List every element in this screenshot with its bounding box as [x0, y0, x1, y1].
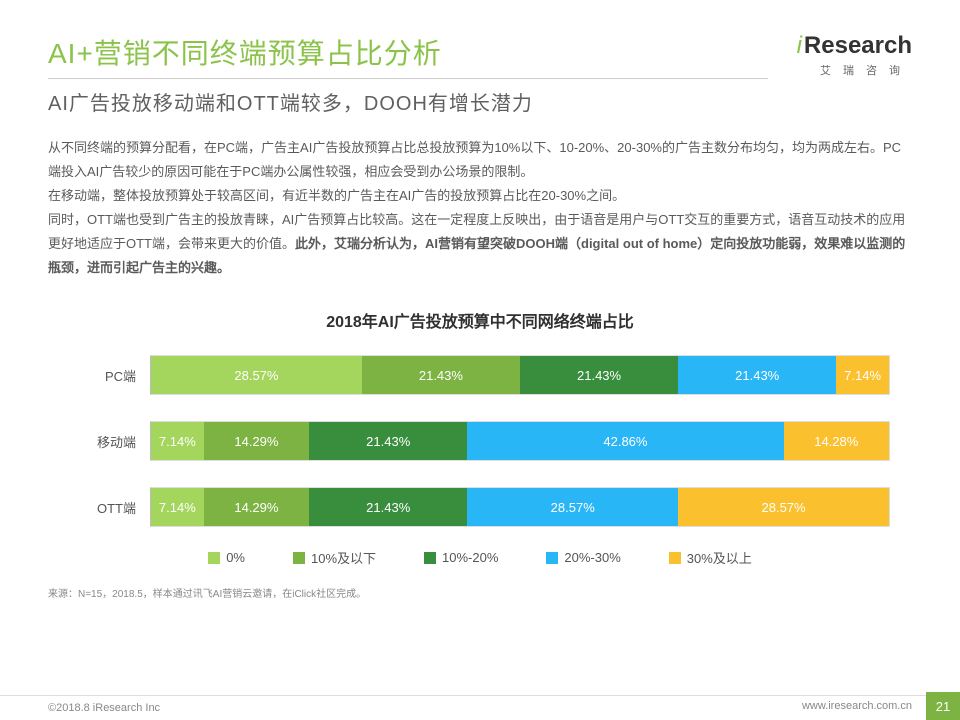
row-label: OTT端 [70, 498, 150, 517]
chart-row: OTT端7.14%14.29%21.43%28.57%28.57% [70, 482, 890, 532]
header: AI+营销不同终端预算占比分析 AI广告投放移动端和OTT端较多，DOOH有增长… [48, 32, 912, 116]
bar-segment: 28.57% [678, 488, 889, 526]
legend-swatch-icon [208, 552, 220, 564]
row-label: 移动端 [70, 432, 150, 451]
bar-segment: 21.43% [309, 488, 467, 526]
bar-segment: 7.14% [836, 356, 889, 394]
page-number-tab: 21 [926, 692, 960, 720]
legend-item: 10%及以下 [293, 548, 376, 567]
legend-label: 10%-20% [442, 550, 498, 565]
stacked-bar-chart: PC端28.57%21.43%21.43%21.43%7.14%移动端7.14%… [70, 350, 890, 532]
chart-row: PC端28.57%21.43%21.43%21.43%7.14% [70, 350, 890, 400]
page-subtitle: AI广告投放移动端和OTT端较多，DOOH有增长潜力 [48, 87, 912, 116]
chart-block: 2018年AI广告投放预算中不同网络终端占比 PC端28.57%21.43%21… [48, 308, 912, 567]
logo-cn: 艾瑞咨询 [799, 62, 912, 78]
logo-rest: Research [804, 32, 912, 60]
title-underline [48, 78, 768, 79]
body-text: 从不同终端的预算分配看，在PC端，广告主AI广告投放预算占比总投放预算为10%以… [48, 136, 912, 280]
chart-legend: 0% 10%及以下 10%-20% 20%-30% 30%及以上 [48, 548, 912, 567]
bar-segment: 7.14% [151, 422, 204, 460]
legend-item: 10%-20% [424, 548, 498, 567]
paragraph-3: 同时，OTT端也受到广告主的投放青睐，AI广告预算占比较高。这在一定程度上反映出… [48, 208, 912, 280]
bar-segment: 14.28% [784, 422, 889, 460]
slide: AI+营销不同终端预算占比分析 AI广告投放移动端和OTT端较多，DOOH有增长… [0, 0, 960, 720]
bar-segment: 28.57% [467, 488, 678, 526]
bar-segment: 21.43% [309, 422, 467, 460]
legend-label: 0% [226, 550, 245, 565]
legend-item: 0% [208, 548, 245, 567]
logo-i-icon: i [797, 32, 802, 60]
legend-swatch-icon [424, 552, 436, 564]
legend-swatch-icon [293, 552, 305, 564]
footer-url: www.iresearch.com.cn [802, 700, 912, 712]
legend-swatch-icon [669, 552, 681, 564]
legend-item: 20%-30% [546, 548, 620, 567]
source-note: 来源：N=15，2018.5，样本通过讯飞AI营销云邀请，在iClick社区完成… [48, 585, 912, 600]
chart-title: 2018年AI广告投放预算中不同网络终端占比 [48, 308, 912, 332]
legend-label: 20%-30% [564, 550, 620, 565]
bar-segment: 28.57% [151, 356, 362, 394]
page-title: AI+营销不同终端预算占比分析 [48, 32, 912, 72]
bar-segment: 21.43% [678, 356, 836, 394]
row-label: PC端 [70, 366, 150, 385]
chart-row: 移动端7.14%14.29%21.43%42.86%14.28% [70, 416, 890, 466]
bar-segment: 21.43% [520, 356, 678, 394]
bar-segment: 7.14% [151, 488, 204, 526]
legend-label: 10%及以下 [311, 548, 376, 567]
legend-item: 30%及以上 [669, 548, 752, 567]
bar-segment: 14.29% [204, 422, 309, 460]
bar: 28.57%21.43%21.43%21.43%7.14% [150, 355, 890, 395]
logo-wordmark: iResearch [797, 32, 912, 60]
paragraph-1: 从不同终端的预算分配看，在PC端，广告主AI广告投放预算占比总投放预算为10%以… [48, 136, 912, 184]
footer-copyright: ©2018.8 iResearch Inc [48, 702, 160, 714]
logo: iResearch 艾瑞咨询 [797, 32, 912, 78]
paragraph-2: 在移动端，整体投放预算处于较高区间，有近半数的广告主在AI广告的投放预算占比在2… [48, 184, 912, 208]
bar-segment: 14.29% [204, 488, 309, 526]
bar-segment: 42.86% [467, 422, 783, 460]
bar: 7.14%14.29%21.43%42.86%14.28% [150, 421, 890, 461]
bar: 7.14%14.29%21.43%28.57%28.57% [150, 487, 890, 527]
legend-label: 30%及以上 [687, 548, 752, 567]
legend-swatch-icon [546, 552, 558, 564]
footer: ©2018.8 iResearch Inc www.iresearch.com.… [0, 695, 960, 720]
bar-segment: 21.43% [362, 356, 520, 394]
